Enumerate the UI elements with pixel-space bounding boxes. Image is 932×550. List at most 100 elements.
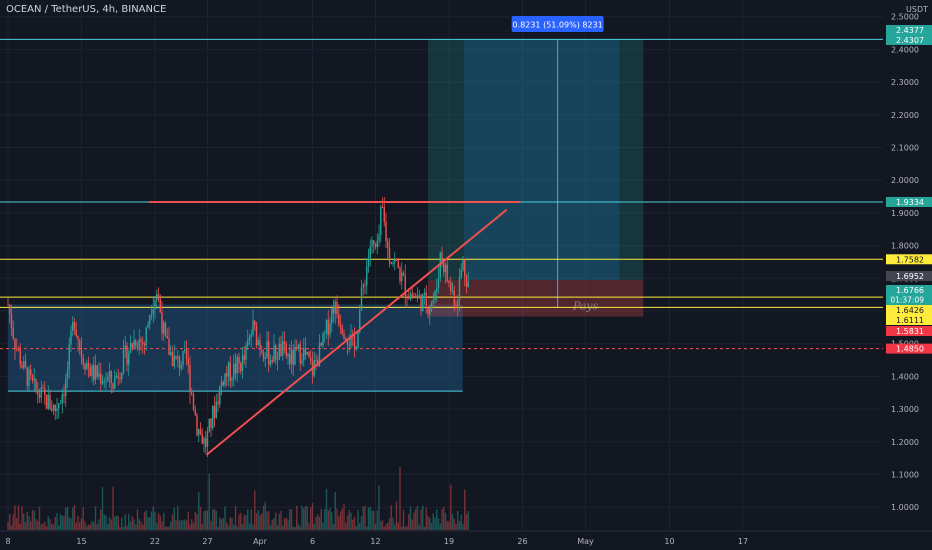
candle-body (301, 360, 303, 364)
volume-bar (448, 521, 450, 530)
candle-body (276, 359, 279, 361)
candle-body (17, 349, 20, 351)
volume-bar (65, 507, 67, 530)
volume-bar (460, 514, 462, 530)
volume-bar (14, 505, 16, 530)
volume-bar (264, 501, 266, 530)
candle-body (411, 293, 413, 296)
candle-body (122, 349, 125, 374)
volume-bar (327, 510, 329, 530)
candle-body (227, 362, 230, 377)
candle-body (124, 345, 126, 350)
volume-bar (261, 513, 263, 530)
volume-bar (373, 510, 375, 530)
loss-zone (428, 279, 644, 317)
time-axis[interactable]: 8 15 22 27 Apr 6 12 19 26 May 10 17 (0, 530, 932, 546)
candle-body (373, 240, 375, 244)
price-label-badge (886, 315, 932, 325)
volume-bar (252, 524, 254, 530)
volume-bar (180, 520, 182, 530)
volume-bar (119, 526, 121, 530)
candle-body (142, 341, 144, 344)
candle-body (332, 308, 335, 314)
volume-bar (189, 524, 191, 530)
volume-bar (357, 510, 359, 530)
candle-body (196, 414, 198, 436)
candle-body (203, 438, 205, 444)
candle-body (61, 394, 63, 404)
candle-body (247, 340, 249, 346)
drawing-zones[interactable]: 0.8231 (51.09%) 8231 Pays (8, 16, 644, 392)
candle-body (397, 260, 399, 269)
volume-bar (238, 514, 240, 530)
volume-bar (362, 506, 364, 530)
candle-body (462, 259, 464, 270)
candle-body (19, 349, 21, 366)
candle-body (7, 304, 9, 306)
candle-body (366, 266, 368, 286)
volume-bar (98, 519, 100, 530)
volume-bar (70, 518, 72, 530)
candle-body (117, 375, 119, 379)
volume-bar (30, 521, 32, 530)
candle-body (416, 294, 419, 299)
volume-bar (224, 506, 226, 530)
candle-body (362, 284, 364, 288)
candle-body (180, 365, 182, 369)
volume-bar (439, 523, 441, 530)
candle-body (465, 275, 468, 287)
volume-bar (437, 518, 440, 530)
trendline-drawings[interactable] (148, 200, 521, 456)
candle-body (94, 365, 97, 380)
candle-body (198, 429, 200, 436)
candle-body (283, 341, 286, 344)
candle-body (339, 324, 342, 328)
volume-bar (185, 520, 188, 530)
volume-bar (250, 509, 252, 530)
candle-body (457, 301, 459, 306)
candle-body (75, 329, 77, 336)
volume-bar (91, 520, 93, 530)
volume-bar (338, 516, 340, 530)
price-label-badge (886, 285, 932, 305)
volume-bar (301, 505, 303, 530)
volume-bar (163, 513, 165, 530)
candle-body (255, 325, 258, 346)
volume-bar (299, 526, 301, 530)
volume-bar (122, 526, 125, 530)
volume-bar (464, 489, 466, 530)
candle-body (65, 378, 67, 397)
candle-body (404, 275, 406, 296)
volume-bar (415, 508, 417, 530)
candle-body (250, 334, 252, 337)
candle-body (248, 336, 251, 341)
candle-body (170, 352, 172, 355)
candlestick-series (7, 196, 469, 458)
candle-body (128, 353, 130, 365)
candle-body (184, 349, 186, 351)
candle-body (178, 356, 181, 369)
candle-body (458, 277, 461, 302)
volume-bar (115, 515, 118, 530)
volume-bar (108, 517, 111, 530)
volume-bar (61, 515, 63, 530)
volume-bar (292, 526, 294, 530)
volume-bar (266, 511, 268, 530)
candle-body (87, 363, 90, 368)
volume-bar (79, 521, 81, 530)
volume-bar (205, 510, 207, 530)
volume-bar (157, 513, 160, 530)
volume-bar (367, 507, 370, 530)
candle-body (175, 355, 177, 359)
time-tick-label: 22 (150, 537, 160, 546)
candle-body (322, 333, 324, 346)
volume-bar (350, 512, 352, 530)
candle-body (12, 328, 14, 339)
overlay-text: Pays (572, 299, 599, 312)
volume-bar (124, 514, 126, 530)
candle-body (206, 431, 209, 448)
volume-bar (406, 525, 408, 530)
volume-bar (334, 492, 336, 530)
